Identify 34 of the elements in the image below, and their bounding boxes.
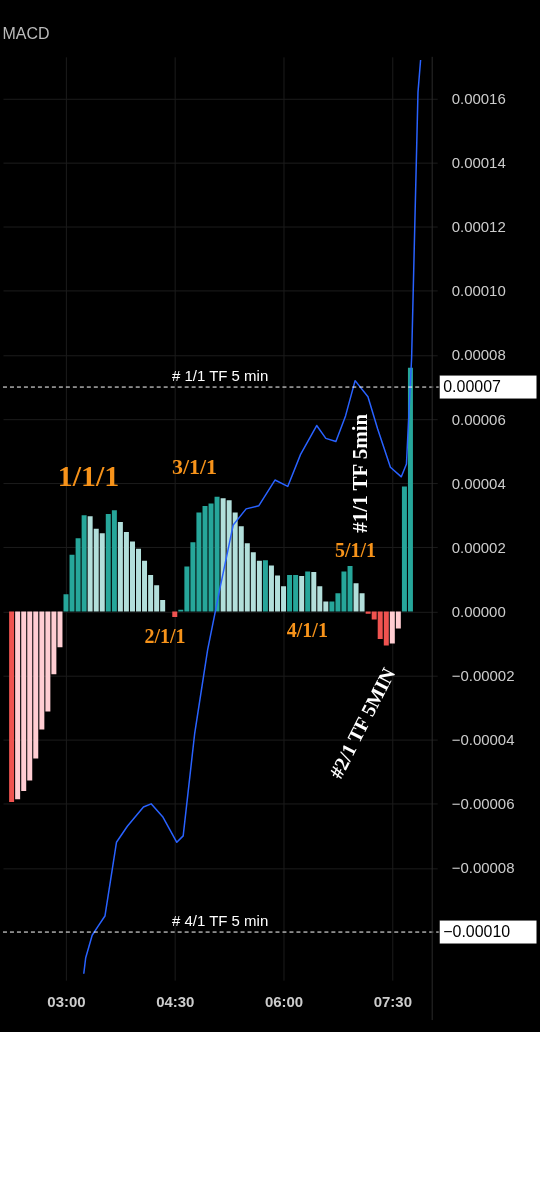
- y-tick-label: 0.00000: [451, 602, 506, 620]
- x-tick-label: 07:30: [373, 992, 412, 1010]
- annotation: 5/1/1: [335, 538, 377, 561]
- annotation: 1/1/1: [57, 458, 120, 492]
- annotation: 3/1/1: [171, 453, 218, 479]
- annotation: #1/1 TF 5min: [347, 413, 372, 533]
- y-tick-label: 0.00002: [451, 538, 506, 556]
- y-tick-label: 0.00008: [451, 346, 506, 364]
- y-tick-label: −0.00002: [451, 667, 515, 685]
- y-tick-label: 0.00016: [451, 90, 506, 108]
- x-tick-label: 04:30: [156, 992, 195, 1010]
- bar: [9, 611, 15, 802]
- ref-line-label: # 4/1 TF 5 min: [171, 912, 269, 930]
- y-tick-label: −0.00008: [451, 859, 515, 877]
- bar: [262, 560, 268, 612]
- x-tick-label: 06:00: [264, 992, 304, 1010]
- y-tick-label: 0.00014: [451, 154, 506, 172]
- chart-title: MACD: [2, 25, 50, 43]
- y-tick-label: 0.00006: [451, 410, 506, 428]
- bar: [299, 575, 305, 612]
- annotation: 2/1/1: [144, 624, 186, 647]
- annotation: 4/1/1: [286, 619, 328, 642]
- ref-line-label: # 1/1 TF 5 min: [171, 367, 269, 385]
- y-tick-label: 0.00010: [451, 282, 506, 300]
- y-tick-label: 0.00012: [451, 218, 506, 236]
- bar: [347, 565, 353, 612]
- y-tick-label: 0.00004: [451, 474, 506, 492]
- y-tick-label: −0.00006: [451, 795, 515, 813]
- bar: [305, 571, 311, 612]
- annotation: −0.00010: [443, 923, 511, 941]
- annotation: 0.00007: [443, 378, 502, 396]
- bar: [172, 611, 178, 617]
- y-tick-label: −0.00004: [451, 731, 515, 749]
- x-tick-label: 03:00: [47, 992, 86, 1010]
